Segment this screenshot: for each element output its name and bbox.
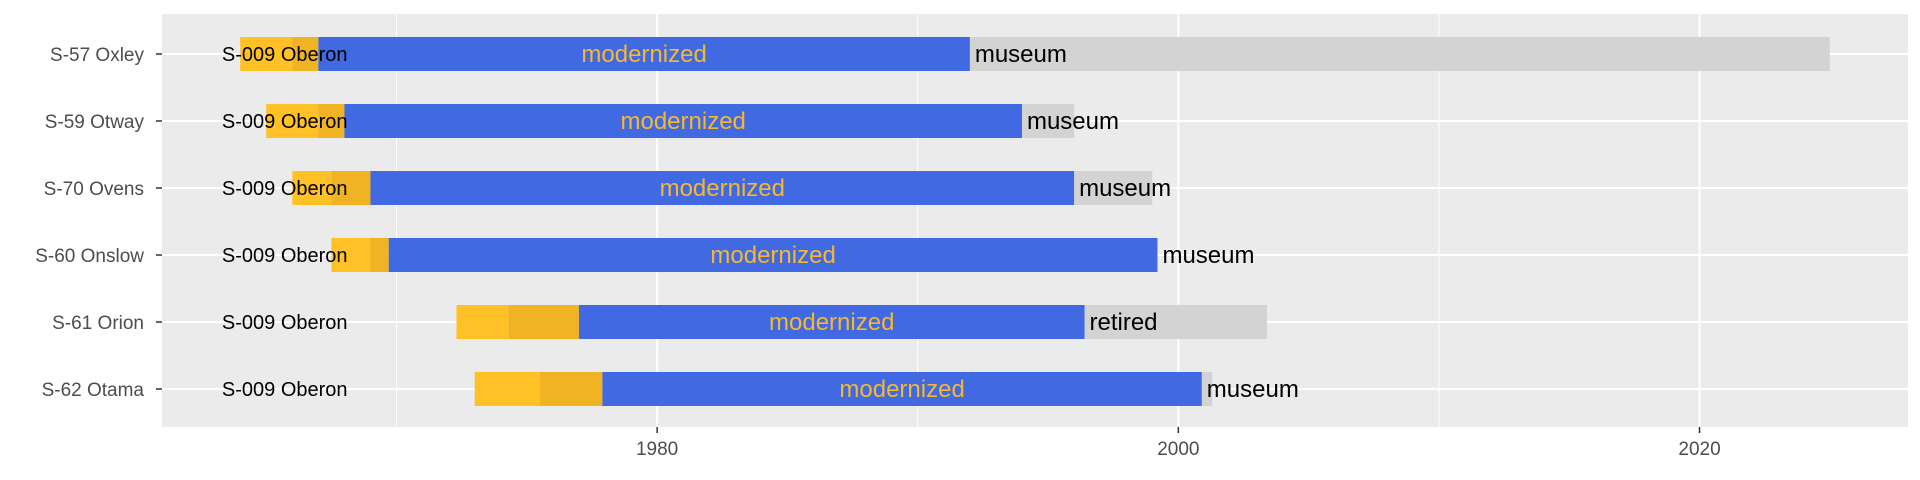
building-bar (331, 238, 371, 272)
class-label: S-009 Oberon (222, 379, 348, 401)
y-axis: S-57 Oxley S-59 Otway S-70 Ovens S-60 Onslo… (35, 45, 162, 401)
in-service-bar (370, 171, 1075, 205)
x-tick-label: 2000 (1157, 439, 1199, 460)
in-service-bar (388, 238, 1158, 272)
in-service-label: modernized (581, 41, 706, 68)
post-service-label: retired (1090, 309, 1158, 336)
post-service-bar (969, 37, 1830, 71)
in-service-label: modernized (710, 242, 835, 269)
post-service-label: museum (1162, 242, 1254, 269)
building-bar (240, 37, 293, 71)
in-service-bar (318, 37, 970, 71)
x-tick-label: 1980 (636, 439, 678, 460)
in-service-bar (602, 372, 1202, 406)
building-bar (456, 305, 509, 339)
post-service-bar (1021, 104, 1075, 138)
y-tick-label: S-60 Onslow (35, 246, 144, 267)
post-service-label: museum (1207, 376, 1299, 403)
class-label: S-009 Oberon (222, 44, 348, 66)
in-service-label: modernized (769, 309, 894, 336)
y-tick-label: S-57 Oxley (50, 45, 144, 66)
y-tick-label: S-59 Otway (45, 112, 145, 133)
y-tick-label: S-70 Ovens (44, 179, 144, 200)
commissioning-bar (331, 171, 371, 205)
post-service-label: museum (975, 41, 1067, 68)
y-tick-label: S-62 Otama (42, 380, 145, 401)
x-tick-label: 2020 (1678, 439, 1720, 460)
y-tick-label: S-61 Orion (52, 313, 144, 334)
class-label: S-009 Oberon (222, 111, 348, 133)
in-service-bar (344, 104, 1022, 138)
in-service-label: modernized (620, 108, 745, 135)
in-service-bar (578, 305, 1085, 339)
post-service-bar (1201, 372, 1213, 406)
commissioning-bar (539, 372, 603, 406)
class-label: S-009 Oberon (222, 245, 348, 267)
post-service-bar (1084, 305, 1267, 339)
class-label: S-009 Oberon (222, 312, 348, 334)
panel-background (162, 14, 1908, 427)
x-axis: 1980 2000 2020 (636, 427, 1721, 460)
in-service-label: modernized (839, 376, 964, 403)
in-service-label: modernized (660, 175, 785, 202)
commissioning-bar (318, 104, 345, 138)
building-bar (292, 171, 332, 205)
post-service-bar (1074, 171, 1153, 205)
commissioning-bar (508, 305, 579, 339)
bar-labels: S-009 Oberon modernized museum S-009 Oberon… (222, 41, 1299, 403)
commissioning-bar (370, 238, 389, 272)
bars (240, 37, 1830, 406)
building-bar (266, 104, 319, 138)
commissioning-bar (292, 37, 319, 71)
post-service-label: museum (1079, 175, 1171, 202)
class-label: S-009 Oberon (222, 178, 348, 200)
post-service-label: museum (1027, 108, 1119, 135)
building-bar (474, 372, 540, 406)
